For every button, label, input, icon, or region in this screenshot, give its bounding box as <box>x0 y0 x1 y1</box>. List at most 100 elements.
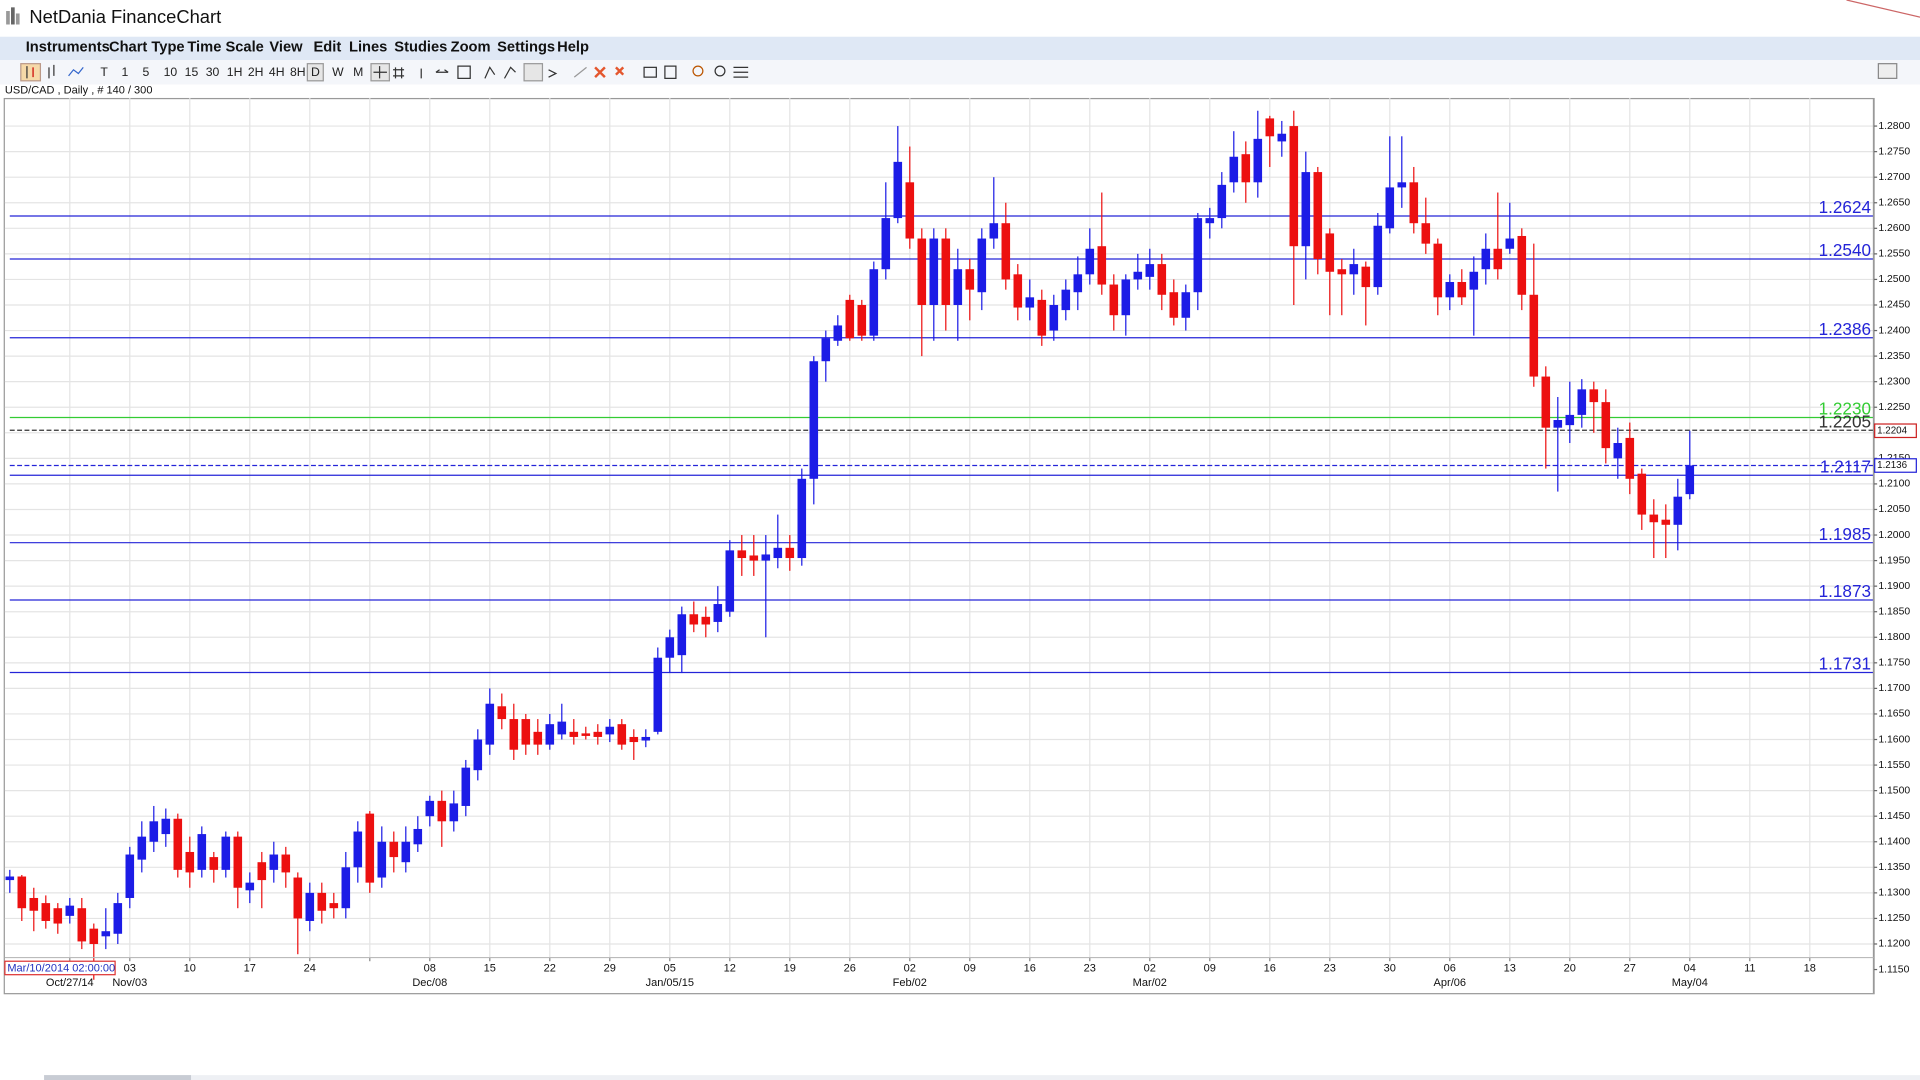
candle-button[interactable] <box>20 63 42 82</box>
candle-body <box>1661 519 1671 525</box>
y-tick-label: 1.2400 <box>1878 325 1910 336</box>
fib-button[interactable] <box>523 63 544 82</box>
preview-button[interactable] <box>664 65 677 79</box>
candle-body <box>869 269 879 336</box>
timescale-button[interactable]: 5 <box>143 65 150 79</box>
menu-item[interactable]: Studies <box>394 40 447 56</box>
trend-button[interactable] <box>484 66 496 79</box>
scroll-button[interactable] <box>435 69 449 73</box>
timescale-button[interactable]: 1H <box>227 65 243 79</box>
x-tick-label: 10 <box>184 962 196 974</box>
y-tick-label: 1.2100 <box>1878 479 1910 490</box>
candle-body <box>857 304 867 336</box>
candle-body <box>1577 389 1587 415</box>
price-tag <box>1874 423 1917 439</box>
x-tick-label: 03 <box>124 962 136 974</box>
y-tick-label: 1.1950 <box>1878 555 1910 566</box>
candle-body <box>881 218 891 270</box>
candle-body <box>905 182 915 239</box>
panel-button[interactable] <box>1877 63 1898 79</box>
level-label: 1.2624 <box>1819 197 1872 217</box>
x-tick-label: 11 <box>1744 962 1755 974</box>
volume-button[interactable] <box>457 65 471 79</box>
timescale-button[interactable]: M <box>353 65 363 79</box>
zoom-in-button[interactable] <box>692 65 704 77</box>
candle-body <box>1397 182 1407 188</box>
x-month-label: Dec/08 <box>412 977 447 989</box>
timescale-button[interactable]: 4H <box>269 65 285 79</box>
candle-body <box>749 555 759 561</box>
candle-body <box>1277 133 1287 142</box>
x-tick-label: 30 <box>1384 962 1396 974</box>
timescale-button[interactable]: D <box>311 65 320 79</box>
menu-item[interactable]: Settings <box>497 40 555 56</box>
timescale-button[interactable]: 2H <box>248 65 264 79</box>
candle-body <box>245 882 255 891</box>
arrow-button[interactable] <box>548 69 558 78</box>
candle-body <box>989 223 999 239</box>
menu-item[interactable]: View <box>269 40 303 56</box>
menu-item[interactable]: Zoom <box>451 40 491 56</box>
candle-body <box>1565 414 1575 426</box>
candle-body <box>1601 402 1611 449</box>
menu-item[interactable]: Time Scale <box>187 40 263 56</box>
x-tick-label: 24 <box>304 962 316 974</box>
print-button[interactable] <box>643 66 657 78</box>
grid-button[interactable] <box>393 67 405 79</box>
x-tick-label: 27 <box>1624 962 1636 974</box>
timescale-button[interactable]: 1 <box>121 65 128 79</box>
x-tick-label: 02 <box>1144 962 1156 974</box>
candle-body <box>1181 292 1191 318</box>
delete-button[interactable] <box>594 66 606 79</box>
zoom-out-button[interactable] <box>714 65 726 77</box>
menu-item[interactable]: Instruments <box>26 40 110 56</box>
y-tick-label: 1.1550 <box>1878 760 1910 771</box>
scrollbar-thumb[interactable] <box>44 1075 192 1080</box>
y-tick-label: 1.2600 <box>1878 223 1910 234</box>
timescale-button[interactable]: 15 <box>185 65 199 79</box>
x-tick-label: 19 <box>784 962 796 974</box>
scrollbar[interactable] <box>44 1075 1920 1080</box>
window-title: NetDania FinanceChart <box>29 6 221 27</box>
channel-button[interactable] <box>503 66 516 79</box>
pen-button[interactable] <box>573 66 587 78</box>
timescale-button[interactable]: 30 <box>206 65 220 79</box>
candle-body <box>17 876 27 909</box>
candle-body <box>425 800 435 817</box>
y-tick-label: 1.2300 <box>1878 376 1910 387</box>
candle-body <box>773 547 783 559</box>
candle-body <box>701 616 711 625</box>
candle-body <box>1553 420 1563 428</box>
menu-item[interactable]: Lines <box>349 40 387 56</box>
timescale-button[interactable]: T <box>100 65 108 79</box>
x-tick-label: 18 <box>1804 962 1816 974</box>
x-month-label: Nov/03 <box>112 977 147 989</box>
menu-item[interactable]: Help <box>557 40 589 56</box>
fit-button[interactable] <box>733 66 749 78</box>
delete-all-button[interactable] <box>615 66 625 76</box>
ohlc-button[interactable] <box>48 64 55 79</box>
x-month-label: May/04 <box>1672 977 1708 989</box>
x-month-label: Apr/06 <box>1434 977 1466 989</box>
candle-body <box>1133 271 1143 280</box>
timescale-button[interactable]: W <box>332 65 344 79</box>
y-tick-label: 1.2550 <box>1878 249 1910 260</box>
candle-body <box>917 238 927 305</box>
menu-item[interactable]: Edit <box>313 40 341 56</box>
line-button[interactable] <box>68 66 84 77</box>
candle-body <box>1337 269 1347 275</box>
timescale-button[interactable]: 10 <box>164 65 178 79</box>
timescale-button[interactable]: 8H <box>290 65 306 79</box>
candle-body <box>1673 496 1683 525</box>
candle-body <box>833 325 843 341</box>
x-tick-label: 23 <box>1324 962 1336 974</box>
candle-body <box>1373 225 1383 288</box>
candle-body <box>725 550 735 612</box>
candle-body <box>329 903 339 909</box>
menu-item[interactable]: Chart Type <box>109 40 185 56</box>
title-bar <box>0 0 1920 37</box>
x-tick-label: 02 <box>904 962 916 974</box>
y-tick-label: 1.1900 <box>1878 581 1910 592</box>
candle-body <box>1421 223 1431 244</box>
